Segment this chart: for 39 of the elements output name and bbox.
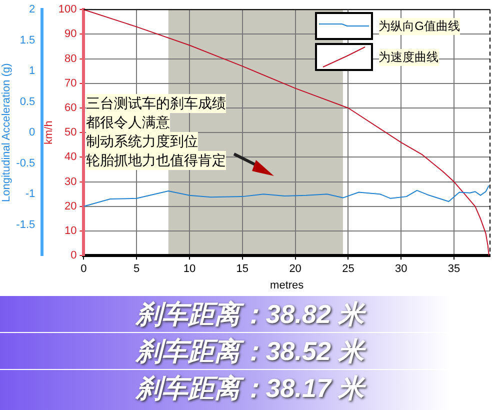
y-tick-label: 50 (64, 126, 77, 139)
x-tick-label: 15 (236, 263, 249, 276)
x-tick-label: 25 (342, 263, 354, 276)
legend-label: 为速度曲线 (378, 48, 439, 66)
y2-tick-label: -1.5 (16, 218, 36, 231)
y2-axis-title: Longitudinal Acceleration (g) (0, 63, 13, 202)
y2-tick-label: 0.5 (20, 96, 36, 108)
annotation: 制动系统力度到位 (86, 132, 198, 151)
y2-tick-label: 2 (29, 4, 36, 16)
x-tick-label: 5 (134, 263, 140, 276)
x-tick-label: 0 (80, 263, 87, 276)
text: 刹车距离：38.17 米 (0, 369, 500, 406)
legend-label: 为纵向G值曲线 (378, 18, 460, 34)
annotation: 都很令人满意 (86, 113, 170, 132)
y-tick-label: 10 (64, 225, 77, 238)
y-tick-label: 70 (64, 77, 77, 90)
y2-tick-label: -0.5 (16, 157, 36, 170)
y2-tick-label: 1 (29, 65, 36, 78)
y-tick-label: 100 (58, 4, 77, 16)
y-tick-label: 40 (64, 151, 77, 164)
text: 刹车距离：38.82 米 (134, 298, 367, 331)
x-tick-label: 30 (395, 263, 408, 276)
x-tick-label: 20 (289, 263, 302, 276)
y-axis-title: km/h (42, 120, 55, 145)
y-tick-label: 60 (64, 102, 77, 114)
x-tick-label: 10 (183, 263, 196, 276)
y-tick-label: 0 (70, 250, 77, 262)
y-tick-label: 30 (64, 176, 77, 188)
y2-tick-label: 0 (29, 126, 36, 139)
y-tick-label: 80 (64, 52, 77, 65)
annotation: 三台测试车的刹车成绩 (86, 94, 226, 113)
x-axis-title: metres (270, 279, 304, 292)
annotation: 轮胎抓地力也值得肯定 (86, 151, 226, 170)
x-tick-label: 35 (448, 263, 460, 276)
y2-tick-label: -1 (25, 188, 36, 200)
y-tick-label: 90 (64, 28, 77, 40)
y-tick-label: 20 (64, 200, 77, 212)
y2-tick-label: 1.5 (20, 34, 36, 46)
text: 刹车距离：38.52 米 (0, 332, 500, 369)
